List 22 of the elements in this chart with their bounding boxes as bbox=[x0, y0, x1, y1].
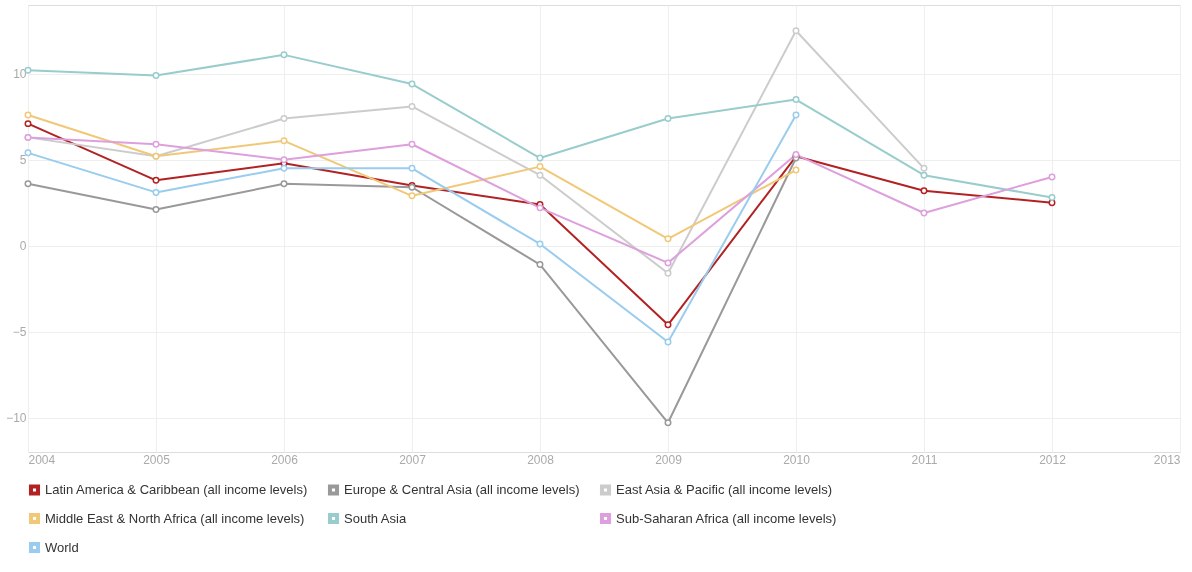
legend-label: Middle East & North Africa (all income levels) bbox=[45, 510, 305, 526]
y-tick-label: 0 bbox=[19, 239, 27, 254]
x-tick-label: 2006 bbox=[271, 452, 299, 467]
x-tick-label: 2012 bbox=[1039, 452, 1067, 467]
legend-label: South Asia bbox=[344, 510, 407, 526]
x-tick-label: 2010 bbox=[783, 452, 811, 467]
x-tick-label: 2013 bbox=[1153, 452, 1181, 467]
x-tick-label: 2004 bbox=[28, 452, 56, 467]
y-tick-label: −5 bbox=[12, 325, 27, 340]
x-tick-label: 2009 bbox=[655, 452, 683, 467]
y-tick-label: 5 bbox=[19, 153, 27, 168]
legend-label: East Asia & Pacific (all income levels) bbox=[616, 481, 833, 497]
legend-label: Europe & Central Asia (all income levels) bbox=[344, 481, 580, 497]
legend-label: World bbox=[45, 539, 79, 555]
legend-label: Latin America & Caribbean (all income levels) bbox=[45, 481, 308, 497]
y-tick-label: 10 bbox=[13, 67, 27, 82]
x-tick-label: 2005 bbox=[143, 452, 171, 467]
legend-label: Sub-Saharan Africa (all income levels) bbox=[616, 510, 837, 526]
x-tick-label: 2011 bbox=[911, 452, 938, 467]
y-tick-label: −10 bbox=[6, 411, 27, 426]
x-tick-label: 2007 bbox=[399, 452, 427, 467]
x-tick-label: 2008 bbox=[527, 452, 555, 467]
